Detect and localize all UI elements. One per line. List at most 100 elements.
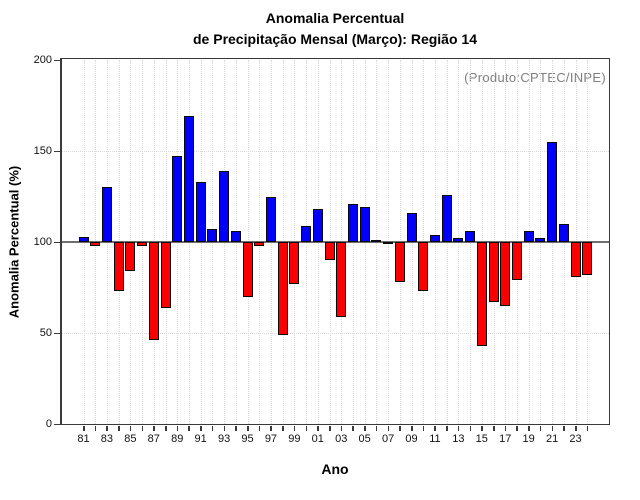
bar-23 bbox=[570, 242, 581, 277]
bar-90 bbox=[183, 116, 194, 242]
x-tick-label-23: 23 bbox=[569, 433, 582, 445]
bar-98 bbox=[277, 242, 288, 335]
bar-13 bbox=[453, 238, 464, 242]
x-tick-11 bbox=[434, 425, 436, 431]
x-tick-label-09: 09 bbox=[405, 433, 418, 445]
x-tick-96 bbox=[258, 425, 261, 431]
bar-04 bbox=[347, 203, 358, 242]
y-tick-label-0: 0 bbox=[45, 418, 52, 430]
x-tick-99 bbox=[293, 425, 296, 431]
x-tick-15 bbox=[481, 425, 483, 431]
x-tick-90 bbox=[188, 425, 190, 431]
x-tick-label-89: 89 bbox=[171, 433, 184, 445]
x-tick-label-99: 99 bbox=[288, 433, 301, 445]
x-tick-06 bbox=[375, 425, 378, 431]
x-tick-95 bbox=[247, 425, 249, 431]
x-tick-08 bbox=[399, 425, 401, 431]
x-tick-label-21: 21 bbox=[545, 433, 559, 445]
x-tick-label-15: 15 bbox=[475, 433, 488, 445]
baseline-100 bbox=[62, 241, 609, 243]
bar-95 bbox=[242, 242, 253, 297]
y-tick-label-50: 50 bbox=[39, 327, 52, 339]
bar-97 bbox=[265, 196, 276, 242]
x-tick-23 bbox=[575, 425, 577, 431]
x-tick-label-17: 17 bbox=[499, 433, 512, 445]
y-tick-50 bbox=[54, 332, 60, 334]
bar-91 bbox=[195, 181, 206, 242]
x-tick-label-19: 19 bbox=[522, 433, 535, 445]
bar-94 bbox=[230, 231, 241, 242]
x-tick-94 bbox=[235, 425, 237, 431]
bar-02 bbox=[324, 242, 335, 261]
x-tick-00 bbox=[305, 425, 308, 431]
chart-title-line2: de Precipitação Mensal (Março): Região 1… bbox=[193, 31, 477, 47]
x-tick-86 bbox=[141, 425, 144, 431]
bar-00 bbox=[301, 225, 312, 242]
x-tick-22 bbox=[563, 425, 565, 431]
bar-24 bbox=[582, 242, 593, 275]
bar-87 bbox=[148, 242, 159, 341]
bar-84 bbox=[113, 242, 124, 292]
bar-92 bbox=[207, 229, 218, 242]
y-tick-0 bbox=[54, 423, 60, 425]
x-tick-03 bbox=[340, 425, 343, 431]
bar-21 bbox=[547, 141, 558, 242]
x-tick-label-91: 91 bbox=[194, 433, 207, 445]
bar-99 bbox=[289, 242, 300, 284]
bar-83 bbox=[101, 187, 112, 242]
chart-title: Anomalia Percentual de Precipitação Mens… bbox=[60, 8, 610, 50]
x-tick-label-05: 05 bbox=[358, 433, 371, 445]
x-tick-88 bbox=[165, 425, 167, 431]
x-tick-label-13: 13 bbox=[452, 433, 465, 445]
source-annotation: (Produto:CPTEC/INPE) bbox=[464, 70, 606, 85]
x-tick-label-93: 93 bbox=[217, 433, 231, 445]
bar-93 bbox=[219, 171, 230, 242]
bar-12 bbox=[441, 194, 452, 242]
bar-14 bbox=[465, 231, 476, 242]
bar-88 bbox=[160, 242, 171, 308]
x-tick-83 bbox=[106, 425, 108, 431]
bar-16 bbox=[488, 242, 499, 303]
bar-06 bbox=[371, 240, 382, 243]
x-tick-label-81: 81 bbox=[77, 433, 90, 445]
chart-title-line1: Anomalia Percentual bbox=[265, 10, 405, 26]
x-tick-18 bbox=[516, 425, 518, 431]
bar-85 bbox=[125, 242, 136, 272]
bar-01 bbox=[312, 209, 323, 242]
x-tick-label-83: 83 bbox=[100, 433, 114, 445]
bar-22 bbox=[558, 223, 569, 242]
x-tick-label-01: 01 bbox=[311, 433, 324, 445]
x-tick-13 bbox=[457, 425, 460, 431]
bar-05 bbox=[359, 207, 370, 242]
x-tick-04 bbox=[352, 425, 354, 431]
x-tick-20 bbox=[539, 425, 542, 431]
x-tick-87 bbox=[153, 425, 155, 431]
bar-10 bbox=[418, 242, 429, 292]
x-tick-02 bbox=[329, 425, 331, 431]
grid-hline-150 bbox=[62, 151, 609, 152]
y-tick-150 bbox=[54, 150, 60, 152]
x-tick-01 bbox=[317, 425, 319, 431]
x-tick-19 bbox=[528, 425, 530, 431]
bar-89 bbox=[172, 156, 183, 242]
x-tick-24 bbox=[586, 425, 589, 431]
x-tick-label-87: 87 bbox=[147, 433, 160, 445]
x-tick-label-85: 85 bbox=[124, 433, 137, 445]
x-tick-84 bbox=[118, 425, 120, 431]
plot-frame bbox=[60, 58, 610, 425]
bar-03 bbox=[336, 242, 347, 317]
bar-07 bbox=[383, 242, 394, 244]
bar-96 bbox=[254, 242, 265, 246]
x-tick-93 bbox=[223, 425, 226, 431]
x-tick-label-03: 03 bbox=[335, 433, 348, 445]
bar-11 bbox=[429, 234, 440, 242]
y-tick-100 bbox=[54, 241, 60, 243]
grid-hline-50 bbox=[62, 333, 609, 334]
bar-15 bbox=[476, 242, 487, 346]
bar-08 bbox=[394, 242, 405, 283]
x-tick-09 bbox=[411, 425, 413, 431]
x-tick-91 bbox=[200, 425, 202, 431]
x-tick-17 bbox=[504, 425, 507, 431]
bar-20 bbox=[535, 238, 546, 242]
